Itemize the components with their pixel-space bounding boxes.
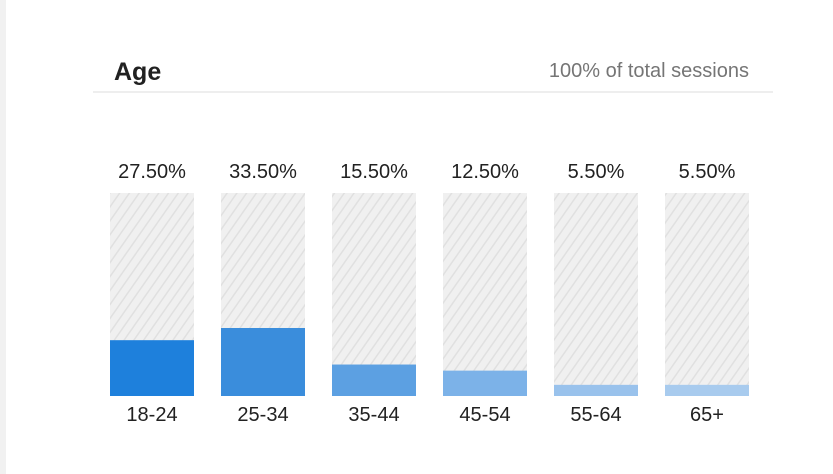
bar-track bbox=[332, 193, 416, 396]
category-label: 55-64 bbox=[570, 404, 621, 426]
bar-35-44[interactable] bbox=[332, 364, 416, 396]
chart-subtitle: 100% of total sessions bbox=[548, 60, 749, 82]
category-label: 65+ bbox=[690, 404, 724, 426]
category-label: 45-54 bbox=[459, 404, 510, 426]
bar-55-64[interactable] bbox=[554, 384, 638, 396]
bar-track bbox=[665, 193, 749, 396]
bar-45-54[interactable] bbox=[443, 370, 527, 396]
category-label: 18-24 bbox=[126, 404, 177, 426]
bar-25-34[interactable] bbox=[221, 327, 305, 396]
value-label: 27.50% bbox=[118, 161, 186, 183]
value-label: 5.50% bbox=[568, 161, 625, 183]
bar-track bbox=[443, 193, 527, 396]
bar-18-24[interactable] bbox=[110, 340, 194, 396]
bar-65+[interactable] bbox=[665, 384, 749, 396]
category-label: 25-34 bbox=[237, 404, 288, 426]
value-label: 5.50% bbox=[679, 161, 736, 183]
left-edge bbox=[0, 0, 6, 474]
value-label: 15.50% bbox=[340, 161, 408, 183]
divider bbox=[93, 91, 773, 93]
chart-title: Age bbox=[114, 58, 162, 86]
bar-track bbox=[554, 193, 638, 396]
value-label: 33.50% bbox=[229, 161, 297, 183]
value-label: 12.50% bbox=[451, 161, 519, 183]
category-label: 35-44 bbox=[348, 404, 399, 426]
